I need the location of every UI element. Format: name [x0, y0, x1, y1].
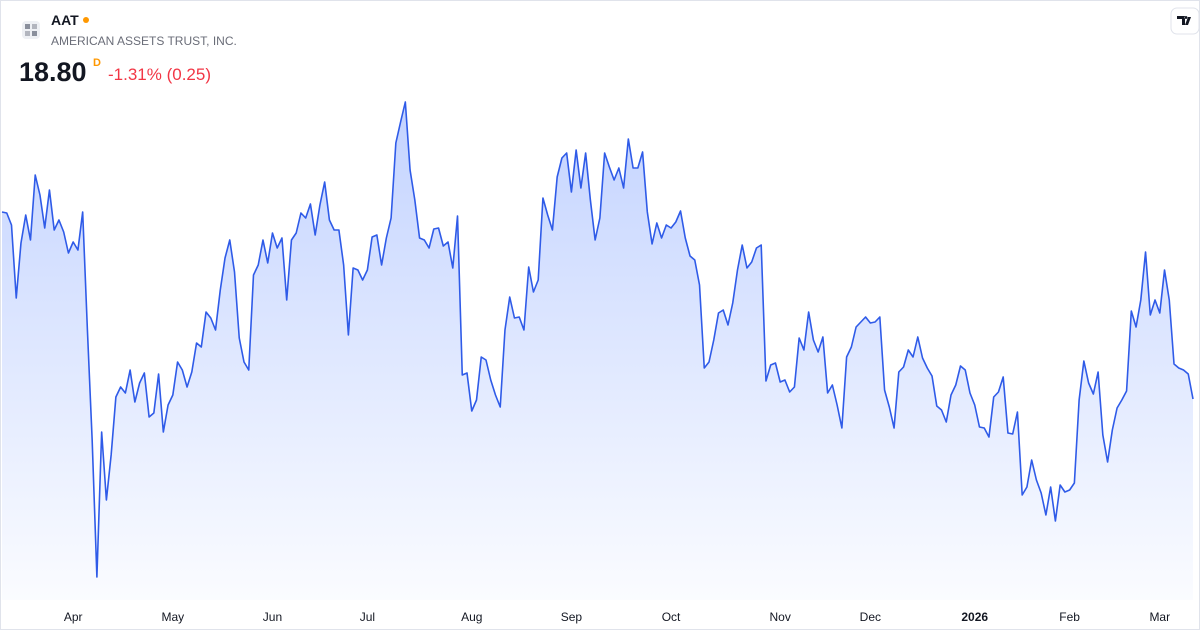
x-axis: Apr May Jun Jul Aug Sep Oct Nov Dec 2026 Feb Mar: [64, 610, 1170, 624]
price: 18.80: [19, 57, 87, 87]
logo-part: [32, 31, 37, 36]
price-line: [1, 101, 1194, 578]
x-tick-label: May: [161, 610, 184, 624]
x-tick-label: Sep: [561, 610, 583, 624]
company-name: AMERICAN ASSETS TRUST, INC.: [51, 34, 237, 48]
x-tick-label: Apr: [64, 610, 83, 624]
x-tick-label: Oct: [662, 610, 681, 624]
price-flag: D: [93, 57, 101, 69]
area-fill: [2, 102, 1193, 600]
plot-area: [1, 101, 1194, 600]
x-tick-label: Aug: [461, 610, 482, 624]
x-tick-label: Nov: [770, 610, 791, 624]
logo-part: [25, 31, 30, 36]
x-tick-label: Jul: [360, 610, 375, 624]
brand-logo: [1177, 16, 1191, 25]
logo: [22, 21, 40, 39]
x-tick-label: Dec: [860, 610, 881, 624]
logo-part: [25, 24, 30, 29]
x-tick-label: Mar: [1149, 610, 1170, 624]
status-dot: [83, 17, 89, 23]
x-tick-label: 2026: [961, 610, 988, 624]
x-tick-label: Feb: [1059, 610, 1080, 624]
logo-part: [32, 24, 37, 29]
symbol: AAT: [51, 12, 79, 28]
price-change: -1.31% (0.25): [108, 65, 211, 84]
x-tick-label: Jun: [263, 610, 282, 624]
